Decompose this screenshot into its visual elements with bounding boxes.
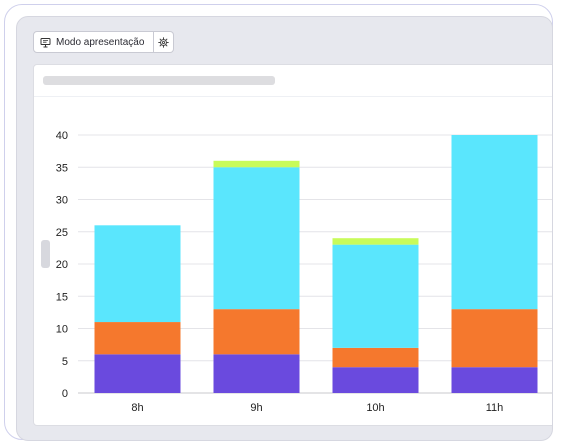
bar-segment [332,238,419,245]
x-tick-label: 8h [131,402,143,414]
stacked-bar-chart: 0 5 10 15 20 25 30 35 40 8h 9h 10h 11h [56,130,552,414]
y-tick-label: 30 [56,195,68,207]
y-tick-label: 0 [62,388,68,400]
bar-segment [213,160,300,168]
y-tick-label: 35 [56,162,68,174]
bar-segment [213,167,300,310]
presentation-mode-button[interactable]: Modo apresentação [33,31,155,53]
bar-segment [332,367,419,393]
bar-segment [451,367,538,393]
bar-segment [451,309,538,368]
y-tick-label: 15 [56,291,68,303]
presentation-mode-label: Modo apresentação [56,36,145,48]
x-tick-label: 11h [486,402,504,414]
bar-segment [94,322,181,355]
bar-segment [213,309,300,355]
outer-frame: Modo apresentação [4,4,553,441]
bar-segment [451,135,538,310]
toolbar: Modo apresentação [33,31,175,53]
y-tick-label: 20 [56,259,68,271]
card-divider [34,96,552,97]
bar-segment [94,225,181,323]
chart-card: 0 5 10 15 20 25 30 35 40 8h 9h 10h 11h [33,64,552,426]
gear-icon [158,36,170,48]
x-tick-label: 10h [366,402,384,414]
y-tick-label: 5 [62,356,68,368]
resize-handle[interactable] [41,240,50,268]
x-tick-label: 9h [250,402,262,414]
y-tick-label: 10 [56,324,68,336]
bar-segment [213,354,300,393]
settings-button[interactable] [154,31,175,53]
presentation-icon [40,37,51,48]
bar-segment [332,244,419,348]
y-tick-label: 40 [56,130,68,142]
title-placeholder [43,76,275,85]
dashboard-panel: Modo apresentação [16,16,553,441]
y-tick-label: 25 [56,227,68,239]
bar-segment [94,354,181,393]
bar-segment [332,347,419,368]
